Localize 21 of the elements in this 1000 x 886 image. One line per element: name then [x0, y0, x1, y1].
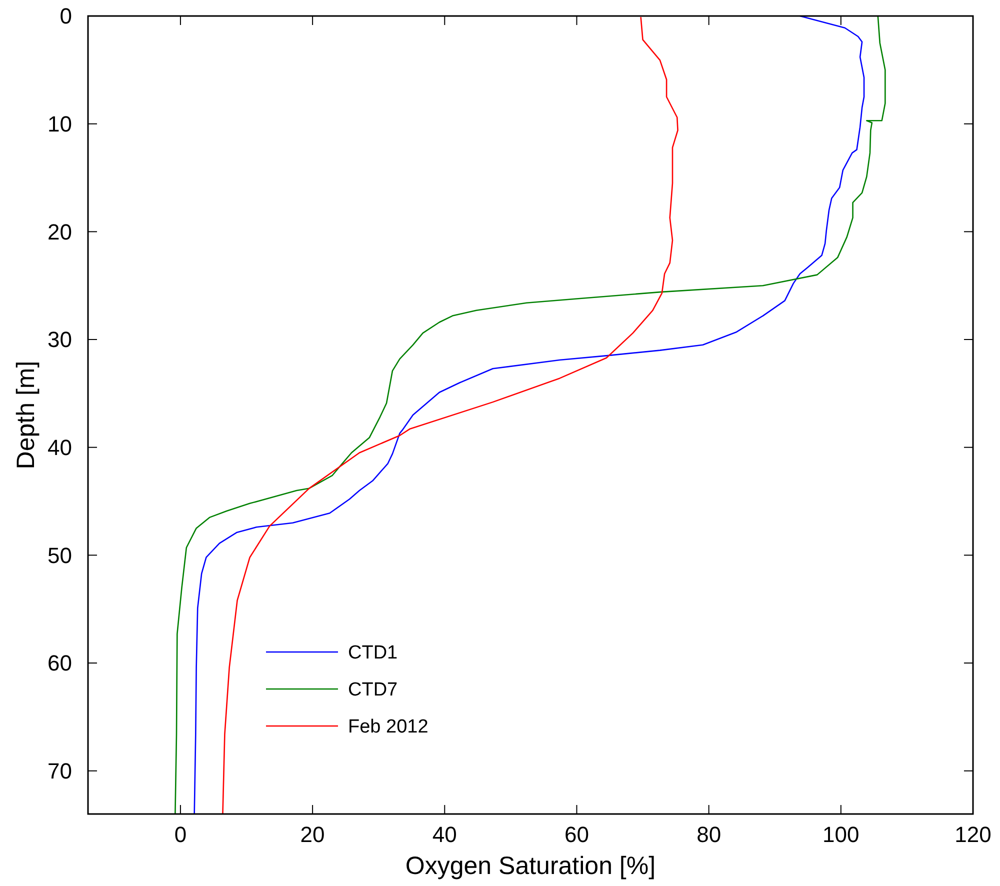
y-tick-label: 70 — [48, 758, 72, 784]
x-tick-label: 120 — [954, 822, 992, 847]
x-tick-label: 0 — [174, 822, 187, 847]
x-tick-label: 20 — [300, 822, 325, 847]
y-tick-label: 0 — [60, 4, 72, 29]
legend-label: CTD1 — [348, 642, 398, 664]
line-series — [222, 16, 678, 814]
y-tick-label: 50 — [48, 542, 72, 568]
legend-label: Feb 2012 — [348, 716, 428, 738]
y-tick-label: 10 — [48, 112, 72, 137]
y-tick-label: 30 — [48, 327, 72, 352]
y-axis-title: Depth [m] — [12, 360, 40, 470]
x-tick-label: 60 — [564, 822, 589, 847]
x-tick-label: 100 — [822, 822, 860, 847]
y-tick-label: 20 — [48, 219, 72, 244]
y-tick-label: 40 — [48, 435, 72, 460]
y-tick-label: 60 — [48, 650, 72, 676]
x-axis-title: Oxygen Saturation [%] — [405, 852, 656, 880]
legend-label: CTD7 — [348, 680, 398, 701]
x-tick-label: 80 — [696, 822, 722, 847]
x-tick-label: 40 — [432, 822, 457, 847]
